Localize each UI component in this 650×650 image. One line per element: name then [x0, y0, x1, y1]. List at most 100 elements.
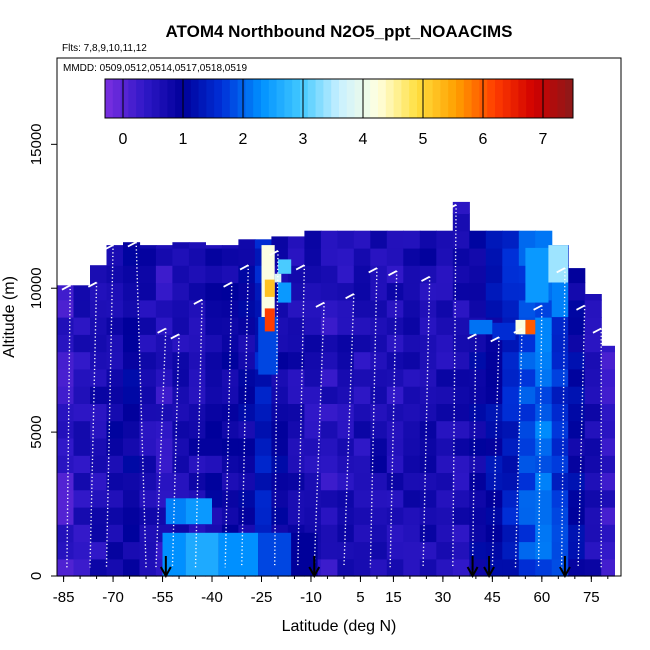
y-tick-label: 0 — [28, 572, 45, 580]
colorbar-segment — [151, 79, 160, 118]
curtain-cell — [106, 299, 124, 318]
curtain-patch — [291, 532, 318, 576]
flight-track-profile — [135, 242, 147, 568]
arrow-marker — [308, 556, 321, 579]
curtain-cell — [584, 368, 602, 387]
arrow-marker — [559, 556, 571, 579]
flights-note: Flts: 7,8,9,10,11,12 — [62, 43, 147, 54]
curtain-cell — [535, 472, 553, 491]
curtain-cell — [403, 524, 421, 543]
curtain-cell — [238, 351, 256, 370]
curtain-cell — [90, 334, 108, 353]
curtain-cell — [353, 368, 371, 387]
curtain-cell — [403, 558, 421, 577]
curtain-cell — [73, 368, 91, 387]
curtain-cell — [106, 245, 124, 249]
plot-frame — [56, 57, 622, 577]
curtain-cell — [106, 351, 124, 370]
curtain-column — [370, 230, 388, 577]
colorbar-segment — [362, 79, 371, 118]
curtain-cell — [337, 489, 355, 508]
curtain-cell — [551, 506, 569, 525]
curtain-patch — [274, 273, 282, 283]
colorbar-segment — [518, 79, 527, 118]
curtain-cell — [568, 268, 586, 284]
curtain-cell — [568, 420, 586, 439]
chart-title: ATOM4 Northbound N2O5_ppt_NOAACIMS — [166, 22, 513, 41]
curtain-column — [155, 245, 173, 577]
curtain-cell — [518, 351, 536, 370]
curtain-cell — [155, 351, 173, 370]
curtain-cell — [320, 282, 338, 301]
curtain-cell — [502, 403, 520, 422]
curtain-cell — [370, 230, 388, 249]
curtain-cell — [518, 334, 536, 353]
curtain-cell — [238, 386, 256, 404]
x-tick-label: -70 — [102, 589, 124, 606]
curtain-cell — [452, 403, 470, 422]
curtain-cell — [73, 489, 91, 508]
curtain-cell — [353, 265, 371, 284]
curtain-cell — [584, 437, 602, 456]
curtain-cell — [238, 472, 256, 491]
curtain-cell — [188, 334, 206, 353]
colorbar-segment — [463, 79, 472, 118]
curtain-cell — [287, 351, 305, 370]
curtain-cell — [287, 236, 305, 249]
curtain-cell — [320, 334, 338, 353]
curtain-cell — [452, 299, 470, 318]
curtain-cell — [304, 455, 322, 473]
flight-track-profile — [514, 328, 523, 568]
curtain-cell — [205, 420, 223, 439]
curtain-cell — [551, 334, 569, 353]
curtain-cell — [337, 506, 355, 525]
colorbar-segment — [440, 79, 449, 118]
curtain-cell — [304, 317, 322, 335]
curtain-column — [436, 230, 454, 577]
curtain-cell — [469, 368, 487, 387]
curtain-cell — [90, 472, 108, 491]
curtain-cell — [403, 541, 421, 560]
curtain-cell — [123, 386, 141, 404]
curtain-cell — [485, 230, 503, 249]
curtain-column — [320, 230, 338, 577]
curtain-cell — [238, 282, 256, 301]
colorbar-segment — [549, 79, 558, 118]
curtain-cell — [386, 265, 404, 284]
flight-track-profile — [155, 328, 167, 568]
flight-track-level — [104, 244, 114, 251]
colorbar-segment — [448, 79, 457, 118]
curtain-cell — [172, 386, 190, 404]
curtain-cell — [436, 351, 454, 370]
arrow-marker — [483, 556, 495, 579]
curtain-cell — [568, 437, 586, 456]
curtain-cell — [452, 558, 470, 577]
curtain-cell — [337, 317, 355, 335]
curtain-cell — [57, 386, 75, 404]
curtain-cell — [155, 386, 173, 404]
colorbar-segment — [424, 79, 433, 118]
curtain-cell — [386, 386, 404, 404]
colorbar-segment — [276, 79, 285, 118]
curtain-cell — [271, 489, 289, 508]
curtain-cell — [188, 455, 206, 473]
curtain-cell — [271, 299, 289, 318]
colorbar-segment — [331, 79, 340, 118]
curtain-cell — [337, 455, 355, 473]
curtain-cell — [320, 524, 338, 543]
curtain-cell — [271, 455, 289, 473]
curtain-cell — [535, 437, 553, 456]
curtain-cell — [139, 558, 157, 577]
curtain-cell — [535, 230, 553, 249]
curtain-cell — [452, 368, 470, 387]
curtain-cell — [518, 420, 536, 439]
curtain-cell — [436, 265, 454, 284]
curtain-cell — [106, 437, 124, 456]
curtain-cell — [337, 524, 355, 543]
curtain-cell — [254, 239, 272, 249]
curtain-cell — [452, 541, 470, 560]
curtain-cell — [238, 489, 256, 508]
curtain-cell — [518, 506, 536, 525]
curtain-cell — [238, 334, 256, 353]
curtain-cell — [403, 351, 421, 370]
